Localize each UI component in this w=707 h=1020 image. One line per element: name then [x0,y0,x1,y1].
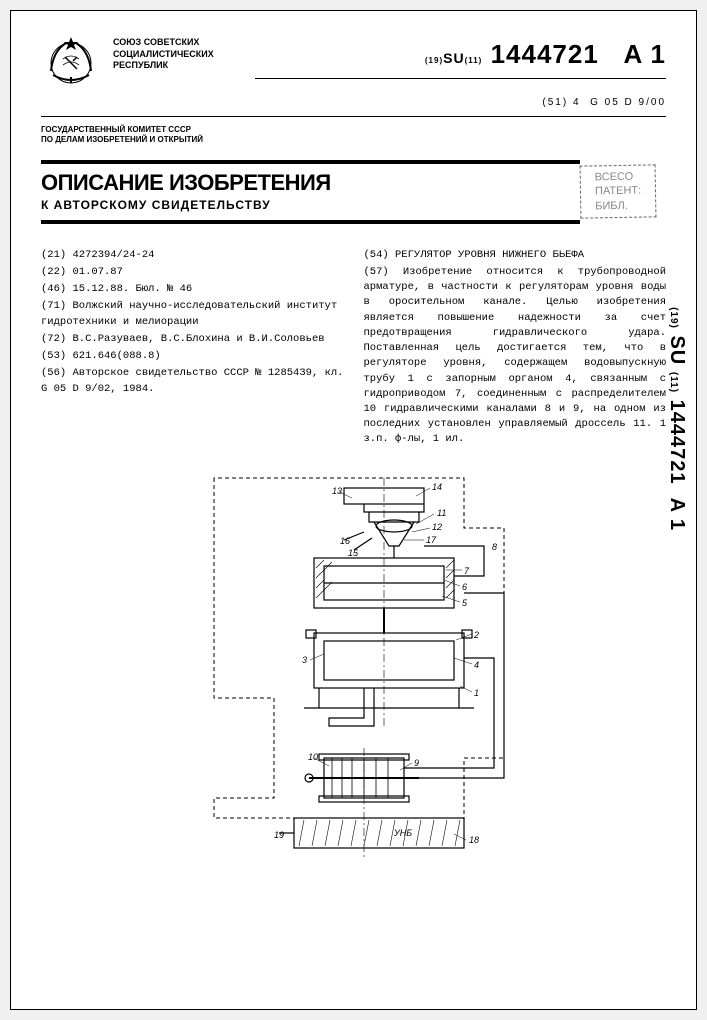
side-suffix: A 1 [666,498,688,531]
side-prefix-19: (19) [668,307,679,329]
field-46: (46) 15.12.88. Бюл. № 46 [41,282,344,297]
classifier-prefix: (51) 4 [542,97,580,108]
fig-label-10: 10 [308,752,318,762]
rule-1 [41,116,666,117]
prefix-11: (11) [465,56,483,65]
title-block: ОПИСАНИЕ ИЗОБРЕТЕНИЯ К АВТОРСКОМУ СВИДЕТ… [41,154,580,230]
technical-drawing: 13 14 11 12 17 16 15 8 7 6 5 2 4 3 1 9 1… [164,458,544,878]
committee-text: ГОСУДАРСТВЕННЫЙ КОМИТЕТ СССР ПО ДЕЛАМ ИЗ… [41,125,666,146]
rule-under-number [255,78,666,79]
fig-label-5: 5 [462,598,468,608]
prefix-19: (19) [425,56,443,65]
field-21: (21) 4272394/24-24 [41,248,344,263]
right-column: (54) РЕГУЛЯТОР УРОВНЯ НИЖНЕГО БЬЕФА (57)… [364,248,667,450]
fig-label-12: 12 [432,522,442,532]
stamp-line-3: БИБЛ. [595,199,641,214]
fig-label-17: 17 [426,535,437,545]
fig-label-11: 11 [437,508,446,518]
number-value: 1444721 [491,39,599,69]
fig-label-18: 18 [469,835,479,845]
field-54: (54) РЕГУЛЯТОР УРОВНЯ НИЖНЕГО БЬЕФА [364,248,667,263]
field-57: (57) Изобретение относится к трубопровод… [364,265,667,448]
su-code: SU [443,50,464,66]
figure-area: 13 14 11 12 17 16 15 8 7 6 5 2 4 3 1 9 1… [41,458,666,878]
fig-label-14: 14 [432,482,442,492]
header-top: СОЮЗ СОВЕТСКИХ СОЦИАЛИСТИЧЕСКИХ РЕСПУБЛИ… [41,31,666,108]
fig-label-3: 3 [302,655,307,665]
fig-label-19: 19 [274,830,284,840]
doc-number-block: (19)SU(11) 1444721 A 1 (51) 4 G 05 D 9/0… [255,31,666,108]
rule-thick-bottom [41,220,580,224]
fig-label-1: 1 [474,688,479,698]
stamp-line-1: ВСЕСО [594,170,640,185]
fig-label-16: 16 [340,536,350,546]
classifier-code: G 05 D 9/00 [590,97,666,108]
fig-label-7: 7 [464,566,470,576]
field-56: (56) Авторское свидетельство СССР № 1285… [41,366,344,396]
title-row: ОПИСАНИЕ ИЗОБРЕТЕНИЯ К АВТОРСКОМУ СВИДЕТ… [41,154,666,230]
stamp-line-2: ПАТЕНТ: [595,184,641,199]
main-title: ОПИСАНИЕ ИЗОБРЕТЕНИЯ [41,170,580,196]
fig-label-15: 15 [348,548,359,558]
side-doc-number: (19) SU (11) 1444721 A 1 [665,307,688,531]
library-stamp: ВСЕСО ПАТЕНТ: БИБЛ. [579,165,656,219]
side-prefix-11: (11) [668,372,679,393]
fig-label-6: 6 [462,582,467,592]
rule-thick-top [41,160,580,164]
fig-label-2: 2 [473,630,479,640]
fig-label-8: 8 [492,542,497,552]
page: СОЮЗ СОВЕТСКИХ СОЦИАЛИСТИЧЕСКИХ РЕСПУБЛИ… [10,10,697,1010]
side-number: 1444721 [666,400,688,485]
fig-label-unb: УНБ [393,828,412,838]
sub-title: К АВТОРСКОМУ СВИДЕТЕЛЬСТВУ [41,198,580,212]
union-text: СОЮЗ СОВЕТСКИХ СОЦИАЛИСТИЧЕСКИХ РЕСПУБЛИ… [113,31,243,72]
fig-label-4: 4 [474,660,479,670]
fig-label-13: 13 [332,486,342,496]
field-53: (53) 621.646(088.8) [41,349,344,364]
side-su: SU [666,335,688,365]
classifier: (51) 4 G 05 D 9/00 [255,97,666,108]
field-72: (72) В.С.Разуваев, В.С.Блохина и В.И.Сол… [41,332,344,347]
left-column: (21) 4272394/24-24 (22) 01.07.87 (46) 15… [41,248,344,450]
fig-label-9: 9 [414,758,419,768]
field-71: (71) Волжский научно-исследовательский и… [41,299,344,329]
doc-suffix: A 1 [624,39,667,69]
ussr-emblem [41,31,101,91]
document-number: (19)SU(11) 1444721 A 1 [255,39,666,70]
field-22: (22) 01.07.87 [41,265,344,280]
body-columns: (21) 4272394/24-24 (22) 01.07.87 (46) 15… [41,248,666,450]
